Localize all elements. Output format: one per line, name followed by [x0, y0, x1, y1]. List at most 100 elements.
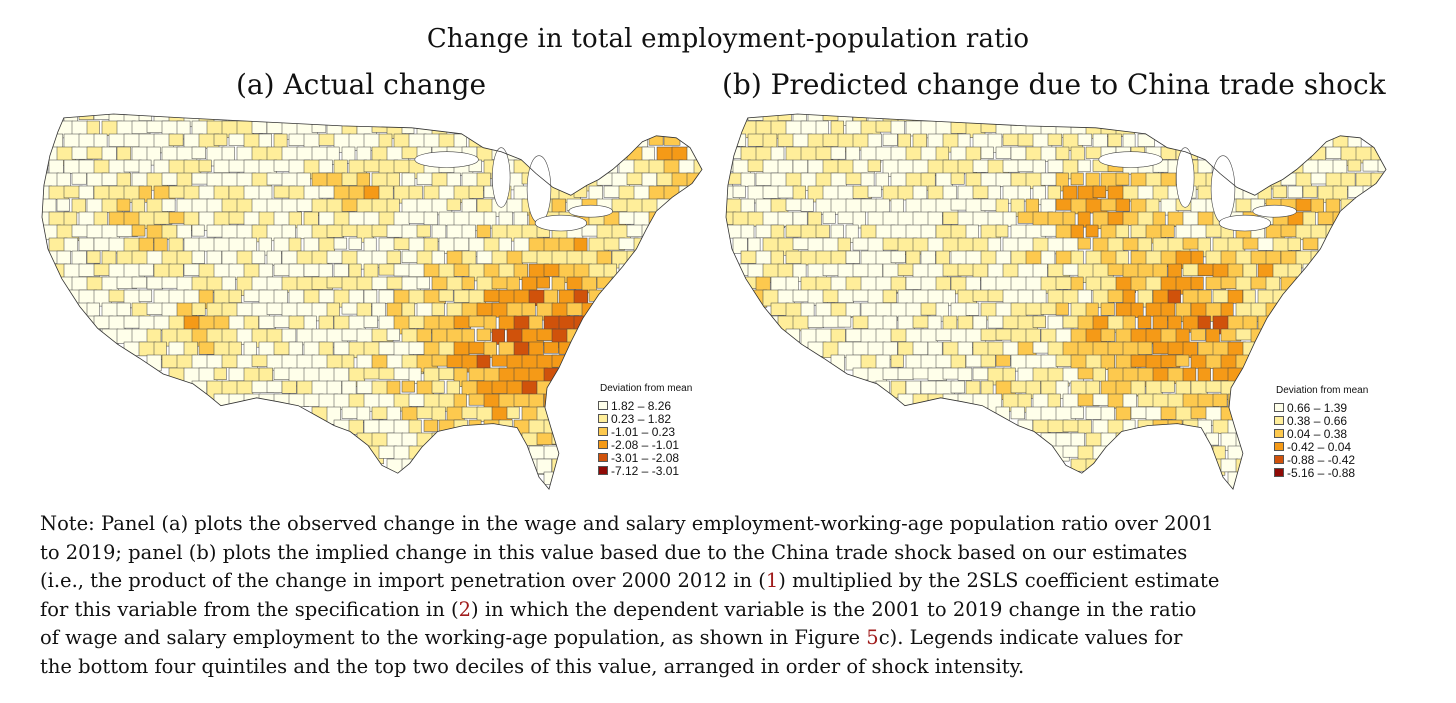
commuting-zone — [1370, 172, 1386, 190]
commuting-zone — [1197, 315, 1211, 330]
commuting-zone — [1272, 263, 1289, 279]
commuting-zone — [468, 133, 482, 149]
legend-title: Deviation from mean — [1276, 385, 1369, 396]
commuting-zone — [852, 211, 866, 229]
commuting-zone — [303, 133, 320, 148]
legend-item: -2.08 – -1.01 — [598, 437, 692, 452]
commuting-zone — [78, 114, 94, 120]
commuting-zone — [326, 302, 340, 318]
commuting-zone — [581, 302, 595, 321]
commuting-zone — [386, 328, 400, 341]
commuting-zone — [266, 380, 283, 393]
commuting-zone — [980, 198, 999, 211]
legend-label: -2.08 – -1.01 — [611, 437, 680, 452]
commuting-zone — [423, 237, 439, 252]
commuting-zone — [747, 237, 761, 252]
commuting-zone — [882, 114, 900, 123]
commuting-zone — [860, 198, 877, 213]
commuting-zone — [618, 133, 636, 153]
commuting-zone — [747, 133, 765, 147]
legend-item: 0.38 – 0.66 — [1274, 414, 1368, 428]
lake — [1176, 147, 1195, 208]
commuting-zone — [521, 302, 536, 317]
commuting-zone — [1070, 328, 1088, 344]
commuting-zone — [378, 289, 395, 304]
commuting-zone — [341, 198, 359, 212]
commuting-zone — [980, 146, 994, 159]
commuting-zone — [1002, 315, 1021, 329]
commuting-zone — [48, 159, 64, 175]
commuting-zone — [897, 367, 914, 380]
commuting-zone — [221, 198, 238, 213]
commuting-zone — [363, 159, 381, 173]
commuting-zone — [950, 354, 966, 369]
lake — [492, 147, 511, 208]
commuting-zone — [1017, 289, 1034, 304]
commuting-zone — [882, 289, 897, 303]
commuting-zone — [213, 185, 230, 202]
commuting-zone — [1295, 224, 1313, 241]
commuting-zone — [213, 159, 230, 173]
commuting-zone — [792, 315, 810, 332]
panel-b-map — [718, 108, 1394, 500]
legend-item: -3.01 – -2.08 — [598, 451, 692, 465]
commuting-zone — [1137, 133, 1155, 147]
commuting-zone — [1160, 406, 1178, 420]
lake — [526, 155, 552, 224]
commuting-zone — [1137, 315, 1152, 329]
commuting-zone — [1272, 185, 1288, 198]
commuting-zone — [78, 237, 95, 251]
commuting-zone — [1032, 315, 1046, 328]
commuting-zone — [837, 263, 855, 278]
commuting-zone — [333, 263, 349, 277]
commuting-zone — [1047, 133, 1063, 146]
commuting-zone — [326, 380, 342, 395]
panel-a-title: (a) Actual change — [236, 68, 487, 101]
note-line: Note: Panel (a) plots the observed chang… — [40, 512, 1214, 535]
commuting-zone — [266, 250, 282, 266]
commuting-zone — [168, 211, 186, 224]
commuting-zone — [972, 367, 989, 381]
commuting-zone — [957, 263, 975, 277]
commuting-zone — [740, 224, 755, 240]
equation-ref-link[interactable]: 1 — [765, 569, 779, 593]
commuting-zone — [408, 315, 425, 329]
commuting-zone — [266, 328, 283, 344]
commuting-zone — [785, 198, 803, 211]
commuting-zone — [1242, 263, 1257, 279]
commuting-zone — [785, 328, 800, 343]
commuting-zone — [1302, 133, 1321, 151]
legend-swatch — [598, 440, 608, 449]
commuting-zone — [288, 315, 306, 330]
commuting-zone — [311, 120, 327, 133]
commuting-zone — [852, 289, 870, 302]
commuting-zone — [732, 185, 746, 198]
commuting-zone — [228, 211, 247, 225]
commuting-zone — [726, 133, 740, 148]
commuting-zone — [845, 302, 861, 317]
commuting-zone — [987, 341, 1005, 356]
commuting-zone — [161, 302, 179, 318]
commuting-zone — [1092, 393, 1110, 406]
commuting-zone — [1070, 172, 1084, 186]
commuting-zone — [1160, 380, 1175, 393]
commuting-zone — [1250, 328, 1272, 343]
commuting-zone — [1062, 263, 1079, 276]
commuting-zone — [326, 224, 344, 238]
figure-ref-link[interactable]: 5 — [866, 626, 879, 650]
commuting-zone — [882, 211, 900, 227]
commuting-zone — [942, 185, 958, 200]
commuting-zone — [678, 185, 698, 205]
commuting-zone — [206, 250, 222, 265]
commuting-zone — [852, 263, 870, 278]
legend-swatch — [598, 414, 608, 423]
commuting-zone — [551, 458, 566, 478]
commuting-zone — [837, 315, 852, 328]
commuting-zone — [153, 237, 168, 253]
commuting-zone — [191, 380, 208, 400]
commuting-zone — [71, 302, 90, 317]
commuting-zone — [1010, 406, 1025, 420]
equation-ref-link[interactable]: 2 — [458, 597, 472, 621]
commuting-zone — [1002, 211, 1017, 227]
commuting-zone — [378, 211, 397, 226]
